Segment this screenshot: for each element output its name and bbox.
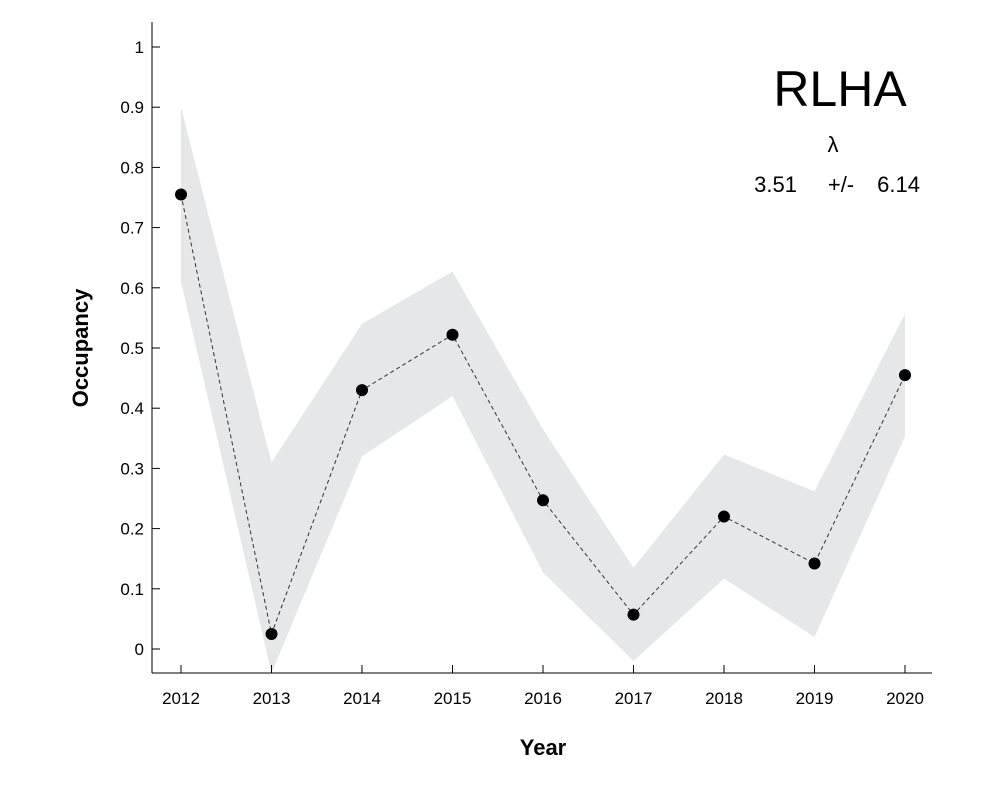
x-tick-label: 2016 [524,689,562,708]
y-tick-label: 0.3 [120,459,144,478]
x-tick-label: 2014 [343,689,381,708]
x-tick-label: 2015 [434,689,472,708]
data-point [356,384,368,397]
axes-layer: 0 0.1 0.2 0.3 0.4 0.5 0.6 0.7 0.8 0.9 1 2012 2013 201… [120,22,932,708]
y-tick-label: 0.2 [120,520,144,539]
lambda-error: 6.14 [877,172,920,197]
data-point [808,557,821,570]
y-tick-label: 0.4 [120,399,144,418]
lambda-estimate: 3.51 [754,172,797,197]
y-tick-label: 0.8 [120,158,144,177]
y-axis-title: Occupancy [68,288,93,407]
data-point [627,608,640,621]
y-tick-label: 0.6 [120,279,144,298]
data-point [537,494,549,507]
data-point [899,369,911,382]
x-axis-title: Year [520,735,567,760]
data-point [175,188,187,201]
x-tick-label: 2013 [253,689,291,708]
confidence-band [181,107,905,673]
x-tick-label: 2020 [886,689,924,708]
x-tick-label: 2017 [615,689,653,708]
lambda-pm: +/- [828,172,854,197]
x-tick-label: 2018 [705,689,743,708]
y-tick-label: 0 [135,640,144,659]
y-tick-label: 0.5 [120,339,144,358]
y-tick-label: 0.1 [120,580,144,599]
data-points-layer [175,188,911,640]
y-tick-label: 1 [135,38,144,57]
lambda-symbol: λ [828,132,839,157]
annotation-title: RLHA [773,61,907,117]
data-point [265,627,278,640]
x-tick-label: 2019 [796,689,834,708]
confidence-band-layer [181,107,905,673]
data-point [718,510,730,523]
data-point [446,328,459,341]
y-tick-label: 0.9 [120,98,144,117]
y-tick-label: 0.7 [120,219,144,238]
x-tick-label: 2012 [162,689,200,708]
